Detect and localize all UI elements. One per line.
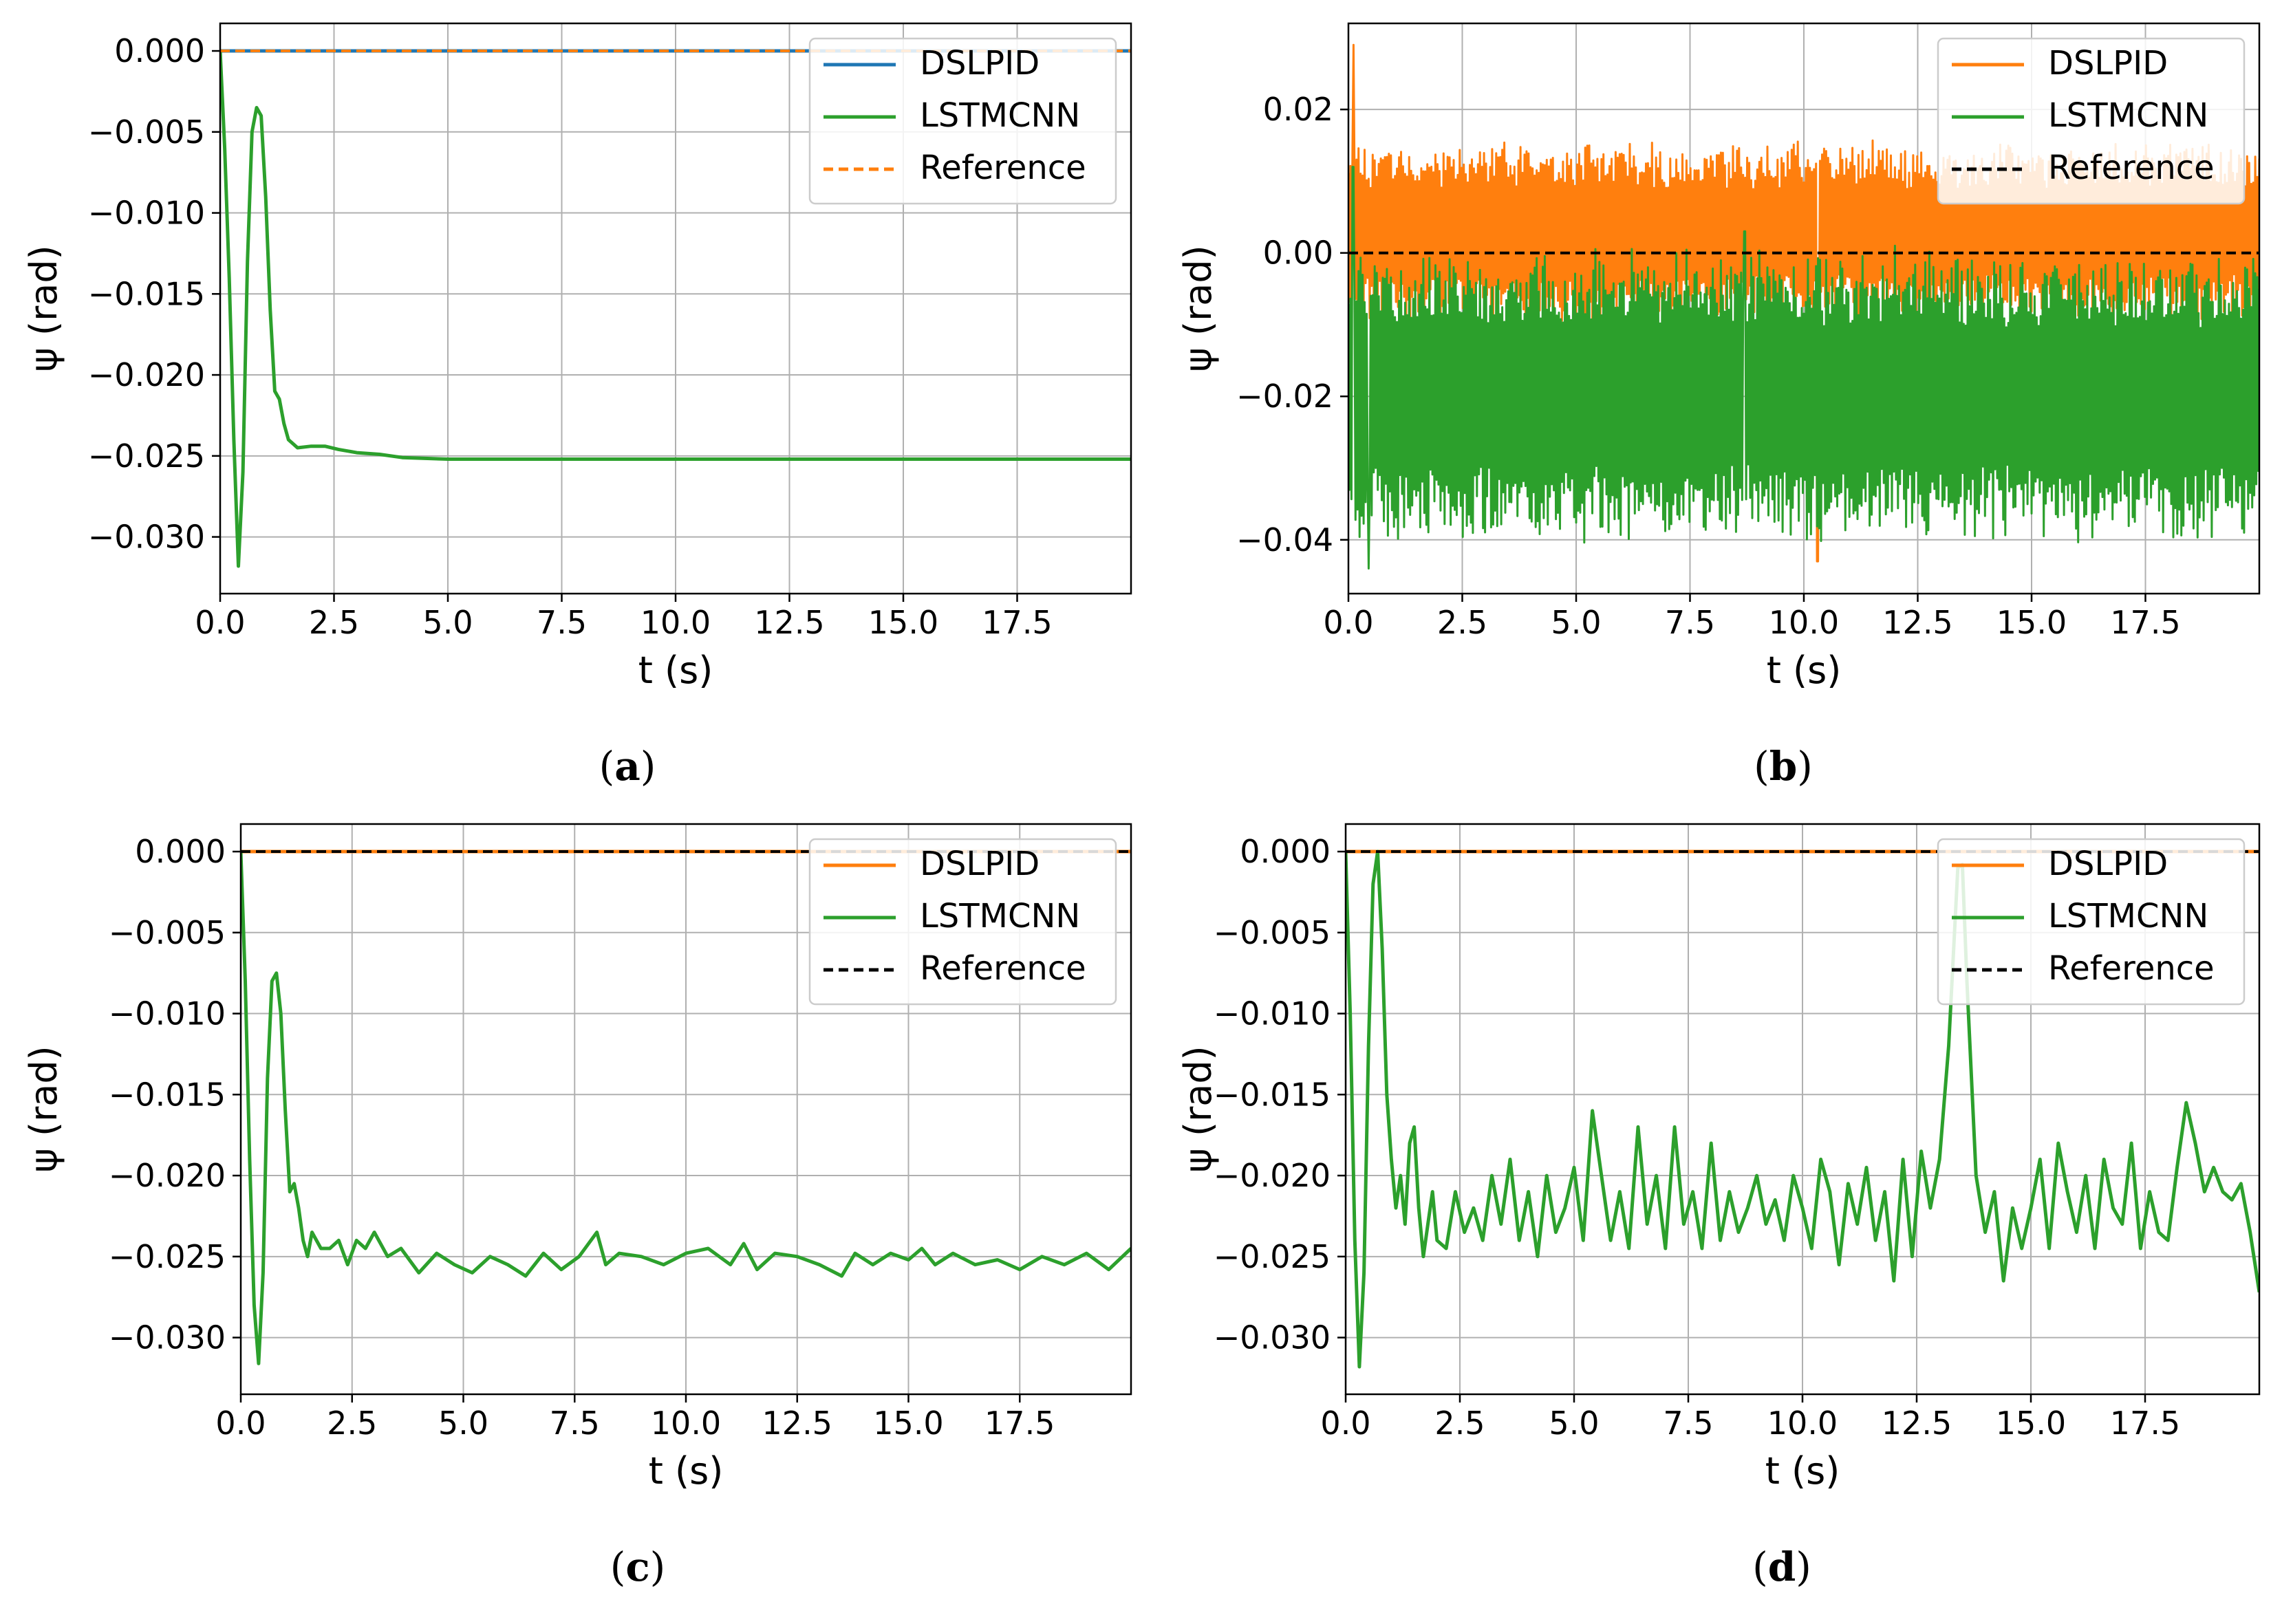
- legend-label-dslpid: DSLPID: [2048, 845, 2168, 883]
- y-axis-label: ψ (rad): [22, 1046, 65, 1173]
- x-tick-label: 0.0: [1320, 1405, 1370, 1442]
- x-tick-label: 5.0: [438, 1405, 488, 1442]
- x-tick-label: 12.5: [762, 1405, 832, 1442]
- y-tick-label: −0.02: [1236, 378, 1333, 415]
- series-line-lstmcnn: [1348, 166, 2259, 570]
- x-tick-label: 7.5: [1665, 604, 1715, 641]
- y-tick-label: −0.020: [1214, 1157, 1331, 1194]
- x-tick-label: 10.0: [651, 1405, 721, 1442]
- y-tick-label: −0.010: [1214, 995, 1331, 1032]
- x-tick-label: 5.0: [422, 604, 473, 641]
- y-tick-label: 0.000: [1240, 833, 1331, 870]
- x-tick-label: 2.5: [1434, 1405, 1485, 1442]
- legend-label-lstmcnn: LSTMCNN: [2048, 96, 2208, 135]
- y-axis-label: ψ (rad): [22, 245, 65, 372]
- legend-box: [808, 838, 1117, 1006]
- panel-b: 0.0 2.5 5.0 7.5 10.0 12.5 15.0 17.5 0.02 0.00 −0.0…: [1176, 22, 2261, 790]
- y-tick-label: −0.015: [1214, 1076, 1331, 1113]
- y-tick-label: −0.010: [109, 995, 226, 1032]
- x-tick-label: 15.0: [868, 604, 938, 641]
- legend-label-reference: Reference: [2048, 949, 2215, 988]
- x-axis-label: t (s): [1765, 1449, 1840, 1493]
- y-tick-label: −0.015: [109, 1076, 226, 1113]
- y-tick-label: −0.030: [1214, 1319, 1331, 1356]
- panel-caption: (d): [1752, 1544, 1811, 1590]
- y-tick-label: −0.030: [88, 519, 205, 556]
- x-tick-label: 12.5: [1882, 1405, 1952, 1442]
- legend-label-dslpid: DSLPID: [920, 44, 1040, 83]
- y-axis-label: ψ (rad): [1176, 1046, 1220, 1173]
- legend: DSLPID LSTMCNN Reference: [808, 37, 1117, 205]
- y-tick-label: −0.005: [109, 914, 226, 951]
- legend-label-lstmcnn: LSTMCNN: [920, 897, 1080, 935]
- x-tick-label: 10.0: [641, 604, 711, 641]
- x-tick-label: 7.5: [537, 604, 587, 641]
- x-tick-label: 2.5: [309, 604, 359, 641]
- y-tick-label: −0.010: [88, 195, 205, 232]
- y-tick-label: 0.00: [1263, 235, 1333, 272]
- y-tick-label: −0.015: [88, 275, 205, 312]
- panel-a: 0.0 2.5 5.0 7.5 10.0 12.5 15.0 17.5 0.000 −0.005 −…: [22, 22, 1132, 790]
- y-tick-label: 0.000: [135, 833, 226, 870]
- legend: DSLPID LSTMCNN Reference: [808, 838, 1117, 1006]
- legend-label-reference: Reference: [920, 149, 1086, 187]
- x-tick-label: 10.0: [1767, 1405, 1838, 1442]
- x-tick-label: 12.5: [754, 604, 824, 641]
- legend-box: [1937, 838, 2246, 1006]
- legend-label-lstmcnn: LSTMCNN: [2048, 897, 2208, 935]
- y-tick-label: −0.025: [88, 437, 205, 475]
- x-tick-label: 7.5: [1663, 1405, 1713, 1442]
- x-tick-label: 17.5: [2110, 1405, 2180, 1442]
- y-tick-label: −0.020: [109, 1157, 226, 1194]
- x-tick-label: 15.0: [1996, 604, 2067, 641]
- y-tick-label: 0.000: [114, 32, 205, 69]
- x-tick-label: 2.5: [1437, 604, 1487, 641]
- x-axis-label: t (s): [638, 649, 713, 692]
- x-tick-label: 0.0: [195, 604, 245, 641]
- x-tick-label: 5.0: [1549, 1405, 1599, 1442]
- x-tick-label: 5.0: [1551, 604, 1601, 641]
- x-axis-label: t (s): [649, 1449, 724, 1493]
- legend-label-dslpid: DSLPID: [2048, 44, 2168, 83]
- legend-box: [1937, 37, 2246, 205]
- y-tick-label: −0.020: [88, 356, 205, 393]
- x-tick-label: 15.0: [1996, 1405, 2066, 1442]
- x-tick-label: 10.0: [1769, 604, 1839, 641]
- y-tick-label: −0.04: [1236, 521, 1333, 559]
- panel-c: 0.0 2.5 5.0 7.5 10.0 12.5 15.0 17.5 0.000 −0.005 −…: [22, 823, 1132, 1590]
- legend-label-reference: Reference: [2048, 149, 2215, 187]
- legend-box: [808, 37, 1117, 205]
- x-tick-label: 17.5: [984, 1405, 1055, 1442]
- panel-caption: (b): [1754, 743, 1813, 790]
- legend: DSLPID LSTMCNN Reference: [1937, 37, 2246, 205]
- legend-label-reference: Reference: [920, 949, 1086, 988]
- legend-label-dslpid: DSLPID: [920, 845, 1040, 883]
- x-tick-label: 17.5: [982, 604, 1052, 641]
- legend: DSLPID LSTMCNN Reference: [1937, 838, 2246, 1006]
- series-line-lstmcnn: [241, 851, 1131, 1365]
- panel-caption: (c): [610, 1544, 666, 1590]
- series-line-lstmcnn: [220, 50, 1131, 568]
- series-line-lstmcnn: [1346, 849, 2259, 1369]
- x-axis-label: t (s): [1767, 649, 1842, 692]
- y-axis-label: ψ (rad): [1176, 245, 1220, 372]
- y-tick-label: −0.030: [109, 1319, 226, 1356]
- x-tick-label: 2.5: [327, 1405, 377, 1442]
- x-tick-label: 17.5: [2110, 604, 2180, 641]
- x-tick-label: 7.5: [550, 1405, 600, 1442]
- x-tick-label: 0.0: [1323, 604, 1373, 641]
- y-tick-label: −0.005: [1214, 914, 1331, 951]
- panel-caption: (a): [599, 743, 656, 790]
- y-tick-label: −0.025: [109, 1238, 226, 1275]
- x-tick-label: 15.0: [873, 1405, 943, 1442]
- y-tick-label: −0.005: [88, 113, 205, 151]
- legend-label-lstmcnn: LSTMCNN: [920, 96, 1080, 135]
- y-tick-label: −0.025: [1214, 1238, 1331, 1275]
- x-tick-label: 12.5: [1882, 604, 1952, 641]
- x-tick-label: 0.0: [215, 1405, 266, 1442]
- panel-d: 0.0 2.5 5.0 7.5 10.0 12.5 15.0 17.5 0.000 −0.005 −…: [1176, 823, 2261, 1590]
- y-tick-label: 0.02: [1263, 91, 1333, 128]
